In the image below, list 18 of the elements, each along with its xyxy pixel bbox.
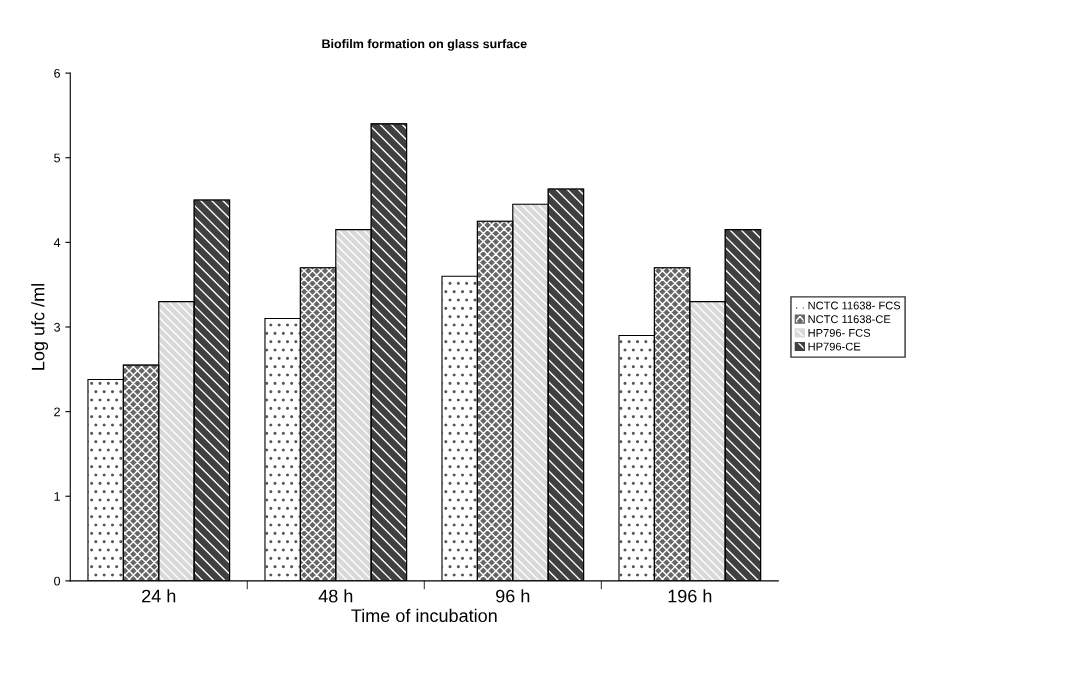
y-tick-label: 4 <box>53 238 61 247</box>
y-tick-label: 5 <box>54 153 61 163</box>
legend-label: NCTC 11638- FCS <box>808 301 901 310</box>
x-tick-label: 96 h <box>496 589 530 603</box>
x-tick-label: 196 h <box>668 589 712 603</box>
y-axis-title: Log ufc /ml <box>31 284 49 370</box>
x-tick-label: 24 h <box>142 589 176 603</box>
y-tick-label: 0 <box>54 576 61 586</box>
legend-label: HP796-CE <box>808 342 861 351</box>
x-tick-label: 48 h <box>318 589 353 603</box>
legend-label: NCTC 11638-CE <box>808 315 891 324</box>
x-axis-title: Time of incubation <box>351 608 497 623</box>
legend-label: HP796- FCS <box>808 328 871 337</box>
y-tick-label: 3 <box>54 322 60 332</box>
y-tick-label: 1 <box>54 492 60 501</box>
y-tick-label: 2 <box>54 407 60 417</box>
y-tick-label: 6 <box>54 68 60 78</box>
chart-title: Biofilm formation on glass surface <box>322 39 527 51</box>
